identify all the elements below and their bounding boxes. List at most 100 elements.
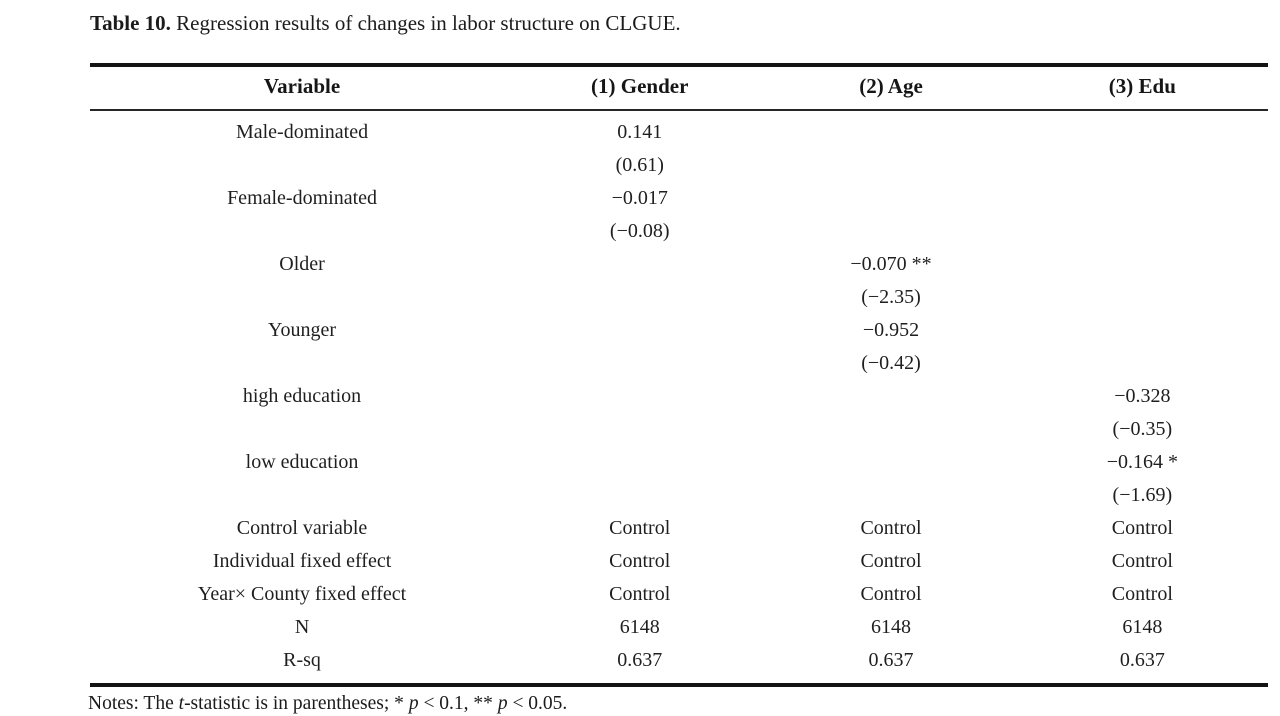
table-cell: Control: [860, 583, 922, 605]
table-cell: Control: [860, 550, 922, 572]
table-cell: Year× County fixed effect: [197, 583, 407, 605]
table-cell: Individual fixed effect: [212, 550, 392, 572]
table-cell: [765, 182, 1016, 215]
table-cell: [765, 446, 1016, 479]
notes-segment: Notes: The: [88, 693, 179, 714]
column-header-variable: Variable: [263, 74, 341, 98]
table-cell: R-sq: [283, 649, 321, 671]
table-cell: [1017, 314, 1268, 347]
table-header: Variable (1) Gender (2) Age (3) Edu: [90, 65, 1268, 110]
table-caption-text: Regression results of changes in labor s…: [176, 11, 681, 35]
table-cell: (−1.69): [1112, 484, 1173, 506]
table-cell: [1017, 110, 1268, 149]
table-row: R-sq 0.637 0.637 0.637: [90, 644, 1268, 685]
table-cell: [765, 413, 1016, 446]
header-row: Variable (1) Gender (2) Age (3) Edu: [90, 65, 1268, 110]
table-cell: (−0.08): [609, 220, 670, 242]
table-row: (0.61): [90, 149, 1268, 182]
table-cell: −0.164 *: [1106, 451, 1178, 473]
table-cell: 0.637: [1119, 649, 1165, 671]
table-body: Male-dominated 0.141 (0.61) Female-domin…: [90, 110, 1268, 685]
table-cell: [514, 248, 765, 281]
table-cell: 0.141: [617, 121, 663, 143]
notes-italic-t: t: [178, 693, 185, 714]
table-cell: [514, 479, 765, 512]
table-cell: Control: [609, 583, 671, 605]
table-cell: [90, 413, 514, 446]
table-cell: (−0.42): [861, 352, 921, 374]
table-caption-label: Table 10.: [90, 11, 171, 35]
table-cell: Female-dominated: [227, 187, 378, 209]
table-cell: Male-dominated: [235, 121, 369, 143]
table-cell: [514, 314, 765, 347]
table-cell: [514, 281, 765, 314]
table-cell: [1017, 281, 1268, 314]
notes-italic-p: p: [497, 693, 508, 714]
table-notes: Notes: The t-statistic is in parentheses…: [0, 687, 1280, 716]
table-row: (−1.69): [90, 479, 1268, 512]
notes-segment: -statistic is in parentheses; *: [184, 693, 409, 714]
table-cell: (−2.35): [861, 286, 921, 308]
table-cell: 0.637: [617, 649, 663, 671]
table-row: low education −0.164 *: [90, 446, 1268, 479]
table-cell: [90, 149, 514, 182]
table-cell: [765, 149, 1016, 182]
notes-segment: < 0.1, **: [418, 693, 498, 714]
table-cell: [90, 479, 514, 512]
table-cell: [1017, 215, 1268, 248]
table-row: Younger −0.952: [90, 314, 1268, 347]
table-cell: Control: [1111, 583, 1173, 605]
table-caption: Table 10. Regression results of changes …: [0, 0, 1280, 37]
table-row: N 6148 6148 6148: [90, 611, 1268, 644]
table-row: high education −0.328: [90, 380, 1268, 413]
table-cell: Control: [1111, 517, 1173, 539]
table-cell: 6148: [619, 616, 660, 638]
table-cell: −0.017: [611, 187, 668, 209]
table-row: Female-dominated −0.017: [90, 182, 1268, 215]
notes-segment: < 0.05.: [507, 693, 568, 714]
table-cell: [1017, 347, 1268, 380]
table-cell: high education: [242, 385, 362, 407]
table-cell: Control: [609, 517, 671, 539]
table-cell: [90, 281, 514, 314]
table-cell: 6148: [1122, 616, 1163, 638]
table-cell: [90, 347, 514, 380]
regression-results-table: Variable (1) Gender (2) Age (3) Edu Male…: [90, 63, 1268, 687]
table-cell: −0.070 **: [850, 253, 932, 275]
table-cell: 0.637: [868, 649, 914, 671]
table-cell: (−0.35): [1112, 418, 1173, 440]
table-cell: [1017, 248, 1268, 281]
table-row: (−0.35): [90, 413, 1268, 446]
table-cell: [514, 446, 765, 479]
table-row: (−0.08): [90, 215, 1268, 248]
table-cell: −0.952: [862, 319, 920, 341]
table-cell: Control: [609, 550, 671, 572]
table-cell: N: [294, 616, 310, 638]
notes-italic-p: p: [408, 693, 419, 714]
table-row: Control variable Control Control Control: [90, 512, 1268, 545]
table-cell: [765, 110, 1016, 149]
column-header-gender: (1) Gender: [591, 74, 689, 98]
table-cell: 6148: [871, 616, 912, 638]
table-cell: [765, 215, 1016, 248]
table-row: Individual fixed effect Control Control …: [90, 545, 1268, 578]
table-cell: [90, 215, 514, 248]
column-header-age: (2) Age: [859, 74, 923, 98]
table-cell: [514, 347, 765, 380]
table-cell: [765, 479, 1016, 512]
table-row: Year× County fixed effect Control Contro…: [90, 578, 1268, 611]
table-row: Older −0.070 **: [90, 248, 1268, 281]
table-cell: (0.61): [615, 154, 664, 176]
table-cell: Younger: [268, 319, 337, 341]
table-cell: [1017, 149, 1268, 182]
table-cell: Control: [860, 517, 922, 539]
table-cell: low education: [245, 451, 359, 473]
table-row: (−0.42): [90, 347, 1268, 380]
table-cell: [765, 380, 1016, 413]
table-cell: Older: [279, 253, 325, 275]
table-cell: −0.328: [1114, 385, 1171, 407]
table-cell: Control: [1111, 550, 1173, 572]
table-cell: Control variable: [236, 517, 368, 539]
table-row: Male-dominated 0.141: [90, 110, 1268, 149]
table-cell: [514, 413, 765, 446]
